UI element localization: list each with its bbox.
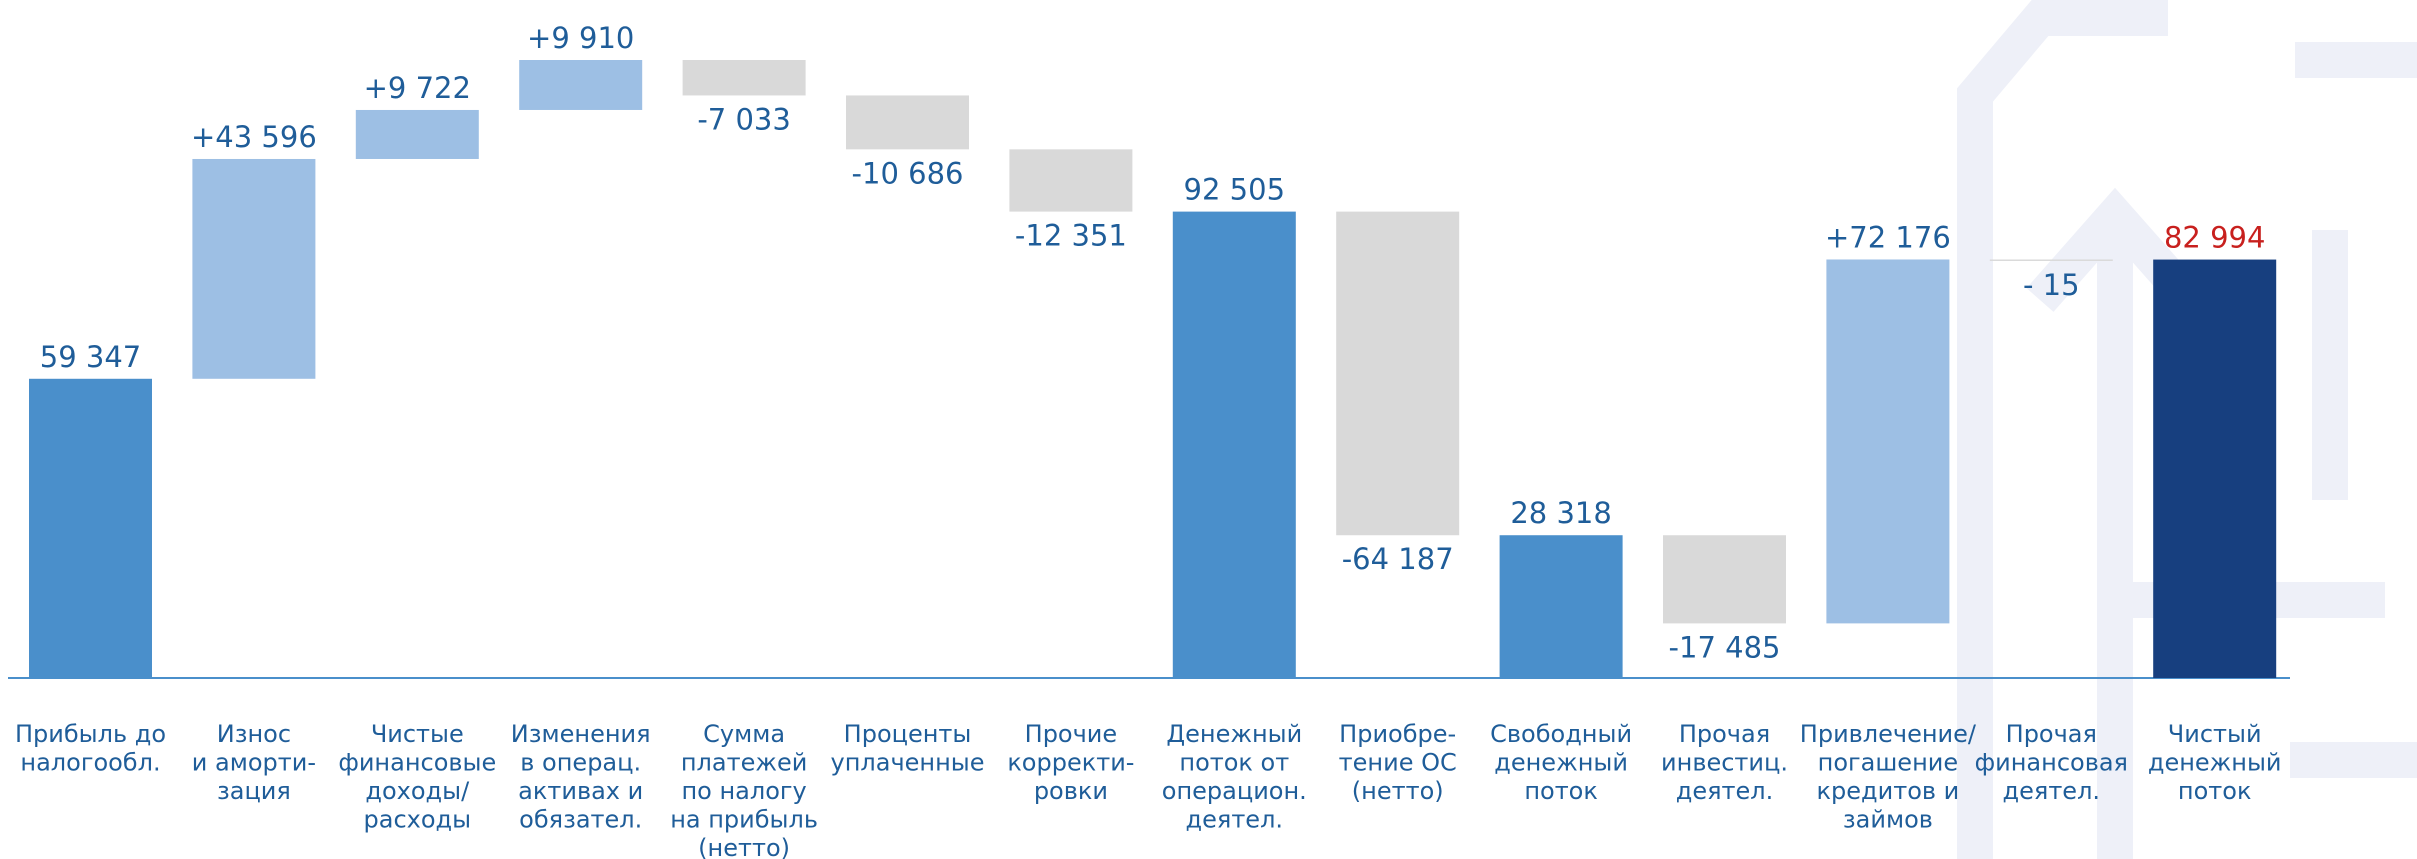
category-label: Износ и аморти-зация [192, 720, 316, 805]
category-label: Прибыль до налогообл. [15, 720, 166, 777]
category-label: Привлечение/погашение кредитов и займов [1800, 720, 1977, 834]
value-label: +43 596 [191, 120, 317, 154]
value-label: 28 318 [1510, 496, 1611, 530]
bar [29, 378, 152, 678]
bar [1009, 149, 1133, 212]
bar [1989, 259, 2113, 261]
category-label: Прочая инвестиц. деятел. [1661, 720, 1788, 805]
category-label: Сумма платежей по налогу на прибыль (нетто) [670, 720, 818, 859]
category-label: Свободный денежный поток [1490, 720, 1632, 805]
bar [846, 95, 969, 150]
bar [355, 109, 479, 159]
value-label: -12 351 [1015, 219, 1127, 253]
value-label: - 15 [2023, 268, 2080, 302]
category-label: Изменения в операц. активах и обязател. [511, 720, 651, 834]
bar [1663, 535, 1786, 624]
value-label: 59 347 [40, 340, 141, 374]
bar [2153, 259, 2277, 678]
bar [682, 60, 806, 96]
category-label: Денежный поток от операцион. деятел. [1162, 720, 1307, 834]
category-label: Чистые финансовые доходы/расходы [338, 720, 496, 834]
bar [1499, 535, 1623, 678]
bar [1172, 211, 1296, 679]
category-label: Чистый денежный поток [2148, 720, 2282, 805]
value-label: 92 505 [1184, 173, 1285, 207]
value-label: -10 686 [852, 156, 964, 190]
category-label: Проценты уплаченные [831, 720, 985, 777]
value-label: -17 485 [1669, 630, 1781, 664]
value-label: 82 994 [2164, 221, 2265, 255]
bar [192, 158, 316, 379]
bar [519, 60, 643, 110]
value-label: -7 033 [697, 102, 791, 136]
bar [1336, 211, 1460, 536]
category-label: Приобре-тение ОС (нетто) [1339, 720, 1457, 805]
value-label: +72 176 [1825, 220, 1951, 254]
value-label: +9 910 [527, 21, 634, 55]
category-label: Прочие корректи-ровки [1007, 720, 1134, 805]
value-label: +9 722 [364, 71, 471, 105]
value-label: -64 187 [1342, 542, 1454, 576]
category-label: Прочая финансовая деятел. [1975, 720, 2128, 805]
bar [1826, 259, 1950, 624]
